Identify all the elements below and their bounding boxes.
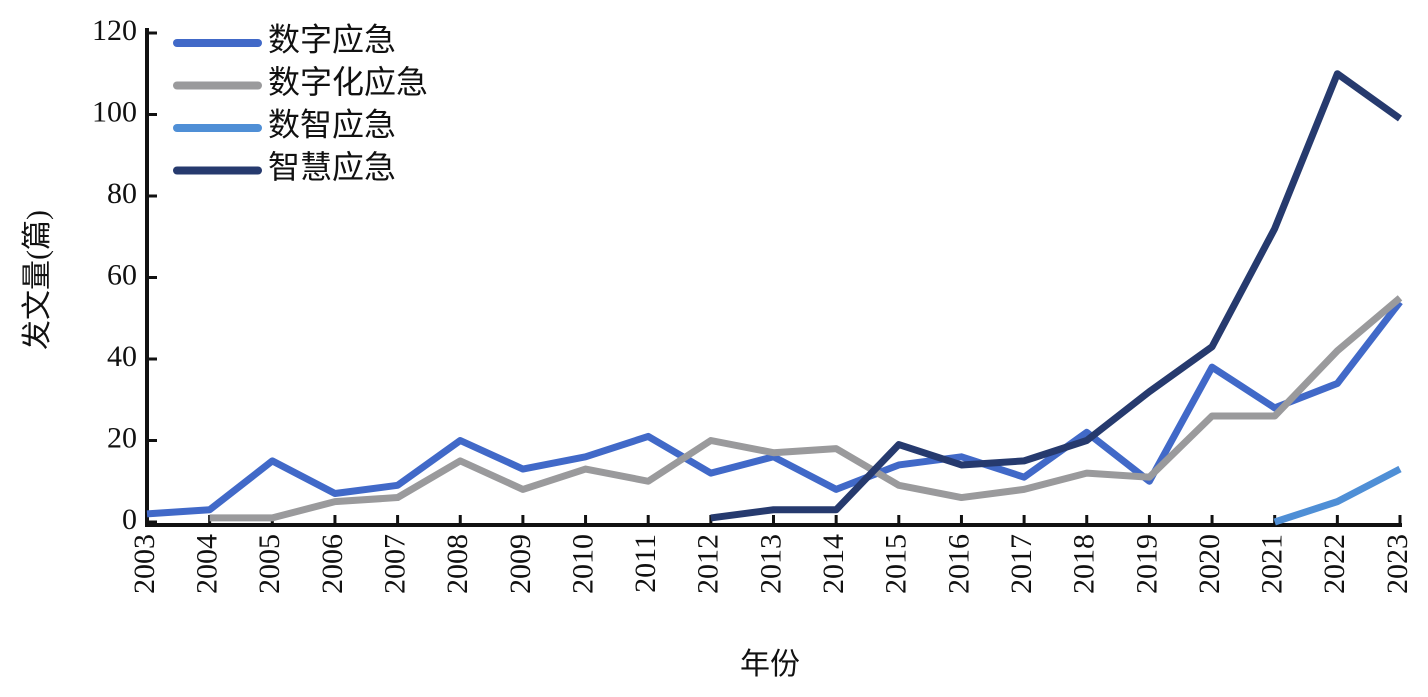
- legend-label: 智慧应急: [268, 149, 396, 185]
- legend-label: 数智应急: [268, 106, 396, 142]
- x-tick-label: 2006: [316, 534, 349, 594]
- legend-label: 数字化应急: [268, 64, 428, 100]
- legend-label: 数字应急: [268, 21, 396, 57]
- x-tick-label: 2011: [629, 534, 662, 593]
- x-tick-label: 2020: [1193, 534, 1226, 594]
- x-tick-label: 2005: [253, 534, 286, 594]
- x-tick-label: 2009: [504, 534, 537, 594]
- x-tick-label: 2022: [1318, 534, 1351, 594]
- y-tick-label: 20: [107, 421, 137, 454]
- y-tick-label: 120: [92, 14, 137, 47]
- x-tick-label: 2010: [566, 534, 599, 594]
- x-tick-label: 2004: [191, 534, 224, 594]
- x-tick-label: 2012: [692, 534, 725, 594]
- series-line: [1273, 465, 1402, 526]
- x-tick-label: 2017: [1005, 534, 1038, 594]
- x-tick-label: 2021: [1256, 534, 1289, 594]
- x-tick-label: 2023: [1381, 534, 1414, 594]
- x-tick-label: 2019: [1130, 534, 1163, 594]
- series-line: [146, 299, 1403, 518]
- x-tick-label: 2003: [128, 534, 161, 594]
- y-tick-label: 100: [92, 95, 137, 128]
- x-tick-label: 2008: [441, 534, 474, 594]
- x-tick-label: 2018: [1068, 534, 1101, 594]
- x-tick-label: 2007: [378, 534, 411, 594]
- y-tick-label: 60: [107, 258, 137, 291]
- series-line: [710, 70, 1403, 522]
- y-axis-label: 发文量(篇): [21, 210, 54, 350]
- x-tick-label: 2015: [880, 534, 913, 594]
- x-axis-label: 年份: [740, 648, 800, 681]
- series-line: [209, 295, 1403, 522]
- y-tick-label: 80: [107, 177, 137, 210]
- x-tick-label: 2016: [942, 534, 975, 594]
- x-tick-label: 2013: [754, 534, 787, 594]
- y-tick-label: 0: [122, 503, 137, 536]
- x-tick-label: 2014: [817, 534, 850, 594]
- y-tick-label: 40: [107, 340, 137, 373]
